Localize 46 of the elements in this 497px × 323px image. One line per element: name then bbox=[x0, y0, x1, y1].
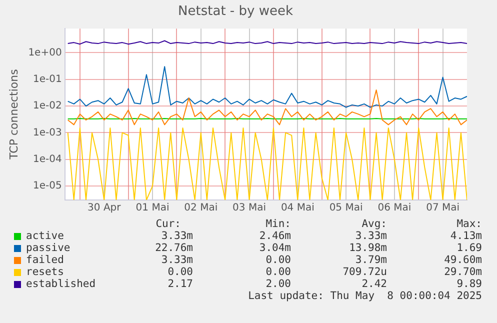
text: 1.69 bbox=[456, 242, 482, 254]
y-tick-label: 1e-05 bbox=[32, 180, 62, 192]
y-tick-label: 1e+00 bbox=[28, 47, 62, 58]
text: 2.17 bbox=[168, 278, 193, 290]
text: 3.79m bbox=[355, 254, 387, 266]
text: 49.60m bbox=[444, 254, 482, 266]
x-tick-label: 01 Mai bbox=[136, 202, 170, 214]
text: Max: bbox=[456, 218, 482, 230]
legend-label: passive bbox=[26, 242, 70, 254]
text: 0.00 bbox=[266, 254, 291, 266]
text: Avg: bbox=[362, 218, 387, 230]
text: 9.89 bbox=[456, 278, 482, 290]
y-tick-label: 1e-04 bbox=[32, 154, 62, 165]
x-tick-label: 05 Mai bbox=[329, 202, 363, 214]
legend-label: established bbox=[26, 278, 96, 290]
y-tick-label: 1e-03 bbox=[32, 127, 62, 138]
text: Last update: Thu May 8 00:00:04 2025 bbox=[248, 290, 482, 302]
text: 3.33m bbox=[161, 230, 193, 242]
legend-label: resets bbox=[26, 266, 64, 278]
text: 3.04m bbox=[259, 242, 291, 254]
text: 0.00 bbox=[168, 266, 193, 278]
text: 22.76m bbox=[155, 242, 193, 254]
y-tick-label: 1e-01 bbox=[32, 74, 62, 85]
text: 4.13m bbox=[450, 230, 482, 242]
text: 3.33m bbox=[355, 230, 387, 242]
x-tick-label: 30 Apr bbox=[88, 202, 122, 214]
y-axis-title: TCP connections bbox=[7, 68, 20, 160]
x-tick-label: 04 Mai bbox=[280, 202, 314, 214]
y-tick-label: 1e-02 bbox=[32, 100, 62, 112]
text: Min: bbox=[266, 218, 291, 230]
text: 13.98m bbox=[349, 242, 387, 254]
x-tick-label: 07 Mai bbox=[426, 202, 460, 214]
chart-title: Netstat - by week bbox=[178, 4, 294, 20]
text: 709.72u bbox=[342, 266, 387, 278]
x-tick-label: 02 Mai bbox=[184, 202, 218, 214]
text: 2.00 bbox=[266, 278, 291, 290]
x-tick-label: 06 Mai bbox=[378, 202, 412, 214]
x-tick-label: 03 Mai bbox=[232, 202, 266, 214]
text: 0.00 bbox=[266, 266, 291, 278]
legend-label: failed bbox=[26, 254, 64, 266]
legend-label: active bbox=[26, 230, 64, 242]
text: Cur: bbox=[156, 218, 181, 230]
text: 29.70m bbox=[444, 266, 482, 278]
text: 2.46m bbox=[259, 230, 291, 242]
text: 2.42 bbox=[362, 278, 387, 290]
text: 3.33m bbox=[161, 254, 193, 266]
